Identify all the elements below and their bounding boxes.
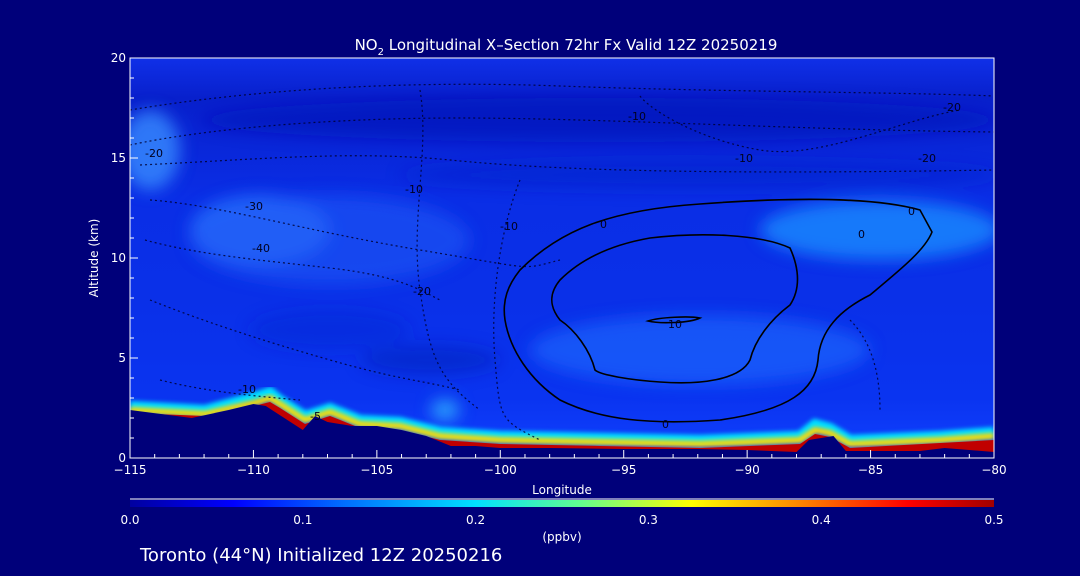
- colorbar-unit: (ppbv): [542, 530, 581, 544]
- contour-label: -20: [918, 152, 936, 165]
- contour-label: 0: [662, 418, 669, 431]
- colorbar-tick-label: 0.0: [120, 513, 139, 527]
- contour-10: [645, 316, 703, 324]
- y-tick-label: 15: [111, 151, 126, 165]
- field-structure: [130, 98, 994, 420]
- station-label: Toronto (44°N) Initialized 12Z 20250216: [139, 545, 502, 566]
- y-tick-label: 20: [111, 51, 126, 65]
- plot-area: -20 -30 -40 -10 -20 -10 -10 -20 -10 -10 …: [130, 58, 994, 458]
- x-tick-label: −115: [114, 463, 147, 477]
- contour-label: -10: [238, 383, 256, 396]
- dotted-contours: [130, 83, 994, 441]
- contour-label: 10: [668, 318, 682, 331]
- terrain: [130, 404, 994, 458]
- x-tick-label: −85: [858, 463, 883, 477]
- colorbar-tick-label: 0.3: [639, 513, 658, 527]
- y-tick-label: 0: [118, 451, 126, 465]
- contour-label: -10: [405, 183, 423, 196]
- contour-label: -10: [735, 152, 753, 165]
- contour-labels: -20 -30 -40 -10 -20 -10 -10 -20 -10 -10 …: [145, 101, 961, 431]
- x-axis-label: Longitude: [532, 483, 592, 497]
- colorbar-tick-label: 0.5: [984, 513, 1003, 527]
- surface-layer-glow: [130, 386, 994, 446]
- colorbar-tick-label: 0.4: [812, 513, 831, 527]
- contour-label: -40: [252, 242, 270, 255]
- y-tick-label: 5: [118, 351, 126, 365]
- contour-label: 0: [600, 218, 607, 231]
- contour-0-inner: [550, 234, 799, 384]
- y-axis-label: Altitude (km): [87, 219, 101, 298]
- x-tick-label: −100: [484, 463, 517, 477]
- colorbar-tick-label: 0.1: [293, 513, 312, 527]
- contour-label: 0: [858, 228, 865, 241]
- contour-label: 0: [908, 205, 915, 218]
- contour-label: -20: [413, 285, 431, 298]
- contour-label: -30: [245, 200, 263, 213]
- contour-label: -5: [310, 410, 321, 423]
- colorbar-ticks: 0.0 0.1 0.2 0.3 0.4 0.5: [120, 513, 1003, 527]
- x-tick-label: −90: [734, 463, 759, 477]
- x-tick-label: −95: [611, 463, 636, 477]
- contour-label: -10: [500, 220, 518, 233]
- x-tick-label: −80: [981, 463, 1006, 477]
- chart-title: NO2 Longitudinal X–Section 72hr Fx Valid…: [355, 36, 778, 58]
- colorbar-gradient: [130, 500, 994, 507]
- solid-contours: [503, 198, 933, 423]
- contour-label: -10: [628, 110, 646, 123]
- colorbar: 0.0 0.1 0.2 0.3 0.4 0.5 (ppbv): [120, 498, 1004, 544]
- surface-layer-yellow: [130, 394, 994, 448]
- contour-label: -20: [943, 101, 961, 114]
- contour-0-outer: [503, 198, 933, 423]
- y-tick-label: 10: [111, 251, 126, 265]
- colorbar-tick-label: 0.2: [466, 513, 485, 527]
- contour-label: -20: [145, 147, 163, 160]
- x-axis: −115 −110 −105 −100 −95 −90 −85 −80: [114, 450, 1007, 477]
- y-axis: 0 5 10 15 20: [111, 51, 138, 465]
- x-tick-label: −110: [237, 463, 270, 477]
- x-tick-label: −105: [360, 463, 393, 477]
